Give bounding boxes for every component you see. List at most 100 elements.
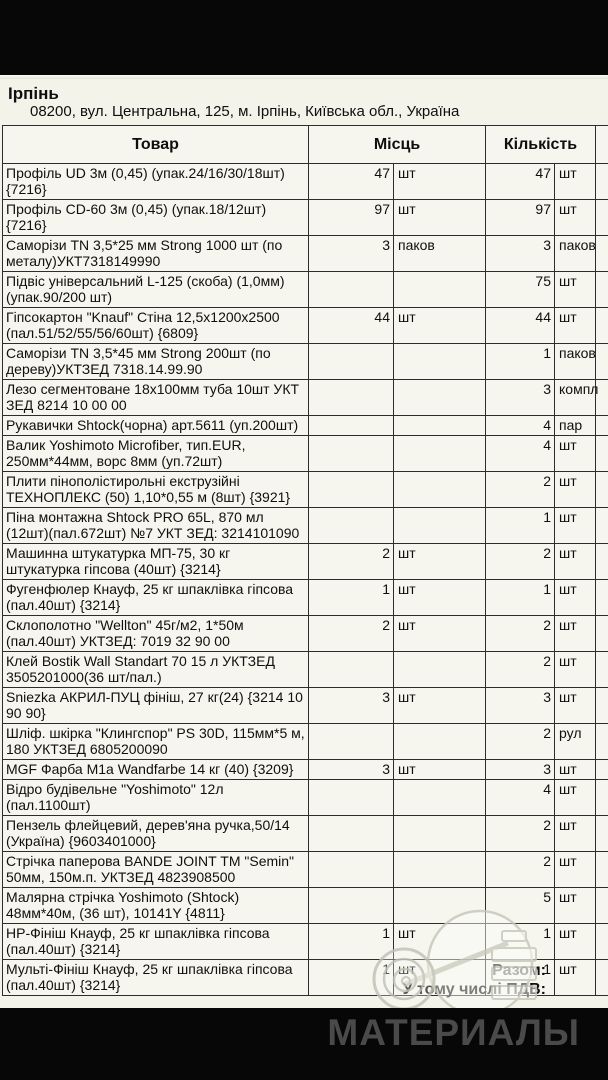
cutoff-cell — [595, 343, 608, 380]
places-unit — [393, 851, 486, 888]
quantity-value: 3 — [485, 235, 555, 272]
quantity-value: 1 — [485, 343, 555, 380]
places-unit — [393, 779, 486, 816]
quantity-value: 3 — [485, 379, 555, 416]
cutoff-cell — [595, 723, 608, 760]
places-value — [308, 471, 394, 508]
cutoff-cell — [595, 651, 608, 688]
quantity-unit: шт — [553, 163, 597, 200]
quantity-value: 2 — [485, 651, 555, 688]
quantity-value: 3 — [485, 759, 555, 780]
quantity-value: 2 — [485, 471, 555, 508]
table-row: Стрічка паперова BANDE JOINT ТМ "Semin" … — [2, 851, 608, 888]
places-unit: шт — [393, 687, 486, 724]
quantity-unit: паков — [553, 343, 597, 380]
quantity-unit: шт — [553, 923, 597, 960]
places-value — [308, 507, 394, 544]
places-value — [308, 851, 394, 888]
goods-table: Товар Місць Кількість Профіль UD 3м (0,4… — [2, 125, 608, 996]
places-unit: шт — [393, 923, 486, 960]
places-value — [308, 779, 394, 816]
document-city: Ірпінь — [8, 84, 59, 103]
product-name: Профіль UD 3м (0,45) (упак.24/16/30/18шт… — [2, 163, 309, 200]
quantity-value: 1 — [485, 923, 555, 960]
quantity-value: 4 — [485, 435, 555, 472]
quantity-value: 4 — [485, 415, 555, 436]
places-unit — [393, 887, 486, 924]
quantity-value: 2 — [485, 615, 555, 652]
cutoff-cell — [595, 435, 608, 472]
table-row: Саморізи TN 3,5*45 мм Strong 200шт (по д… — [2, 343, 608, 380]
document-address: 08200, вул. Центральна, 125, м. Ірпінь, … — [30, 103, 460, 120]
quantity-unit: шт — [553, 471, 597, 508]
places-value — [308, 815, 394, 852]
places-value: 1 — [308, 923, 394, 960]
quantity-value: 1 — [485, 579, 555, 616]
places-value: 1 — [308, 579, 394, 616]
places-unit: шт — [393, 543, 486, 580]
column-header-places: Місць — [308, 125, 486, 164]
places-value: 44 — [308, 307, 394, 344]
places-unit: шт — [393, 199, 486, 236]
quantity-unit: шт — [553, 887, 597, 924]
places-value: 3 — [308, 687, 394, 724]
places-unit — [393, 507, 486, 544]
table-row: Фугенфюлер Кнауф, 25 кг шпаклівка гіпсов… — [2, 579, 608, 616]
quantity-unit: компл — [553, 379, 598, 416]
bottom-letterbox-bar: МАТЕРИАЛЫ — [0, 1008, 608, 1080]
cutoff-cell — [595, 615, 608, 652]
column-header-cutoff — [595, 125, 608, 164]
places-unit — [393, 815, 486, 852]
places-value — [308, 435, 394, 472]
goods-table-container: Товар Місць Кількість Профіль UD 3м (0,4… — [0, 125, 608, 996]
product-name: Відро будівельне "Yoshimoto" 12л (пал.11… — [2, 779, 309, 816]
cutoff-cell — [595, 543, 608, 580]
table-row: Sniezka АКРИЛ-ПУЦ фініш, 27 кг(24) {3214… — [2, 687, 608, 724]
product-name: MGF Фарба М1а Wandfarbe 14 кг (40) {3209… — [2, 759, 309, 780]
totals-block: Разом: У тому числі ПДВ: — [0, 961, 546, 999]
product-name: Клей Bostik Wall Standart 70 15 л УКТЗЕД… — [2, 651, 309, 688]
places-unit — [393, 415, 486, 436]
cutoff-cell — [595, 851, 608, 888]
places-unit — [393, 271, 486, 308]
quantity-value: 75 — [485, 271, 555, 308]
places-value — [308, 379, 394, 416]
quantity-unit: рул — [553, 723, 597, 760]
product-name: Профіль CD-60 3м (0,45) (упак.18/12шт) {… — [2, 199, 309, 236]
places-unit — [393, 723, 486, 760]
places-value: 2 — [308, 615, 394, 652]
quantity-unit: шт — [553, 959, 597, 996]
quantity-unit: шт — [553, 779, 597, 816]
quantity-value: 47 — [485, 163, 555, 200]
quantity-unit: шт — [553, 687, 597, 724]
table-row: Валик Yoshimoto Microfiber, тип.EUR, 250… — [2, 435, 608, 472]
header-row: Товар Місць Кількість — [2, 125, 608, 164]
cutoff-cell — [595, 687, 608, 724]
places-value: 3 — [308, 759, 394, 780]
column-header-quantity: Кількість — [484, 125, 597, 164]
quantity-unit: шт — [553, 199, 597, 236]
product-name: Склополотно "Wellton" 45г/м2, 1*50м (пал… — [2, 615, 309, 652]
product-name: Фугенфюлер Кнауф, 25 кг шпаклівка гіпсов… — [2, 579, 309, 616]
quantity-value: 2 — [485, 815, 555, 852]
cutoff-cell — [595, 307, 608, 344]
places-unit: шт — [393, 163, 486, 200]
document-page: Ірпінь 08200, вул. Центральна, 125, м. І… — [0, 79, 608, 1008]
product-name: Мульті-Фініш Кнауф, 25 кг шпаклівка гіпс… — [2, 959, 309, 996]
quantity-value: 97 — [485, 199, 555, 236]
quantity-value: 2 — [485, 543, 555, 580]
table-row: Лезо сегментоване 18х100мм туба 10шт УКТ… — [2, 379, 608, 416]
cutoff-cell — [595, 887, 608, 924]
quantity-unit: паков — [553, 235, 597, 272]
cutoff-cell — [595, 815, 608, 852]
product-name: Підвіс універсальний L-125 (скоба) (1,0м… — [2, 271, 309, 308]
places-unit: шт — [393, 759, 486, 780]
table-row: НР-Фініш Кнауф, 25 кг шпаклівка гіпсова … — [2, 923, 608, 960]
places-unit — [393, 379, 486, 416]
quantity-unit: шт — [553, 815, 597, 852]
product-name: Саморізи TN 3,5*45 мм Strong 200шт (по д… — [2, 343, 309, 380]
quantity-unit: шт — [553, 759, 597, 780]
quantity-value: 44 — [485, 307, 555, 344]
product-name: НР-Фініш Кнауф, 25 кг шпаклівка гіпсова … — [2, 923, 309, 960]
quantity-unit: шт — [553, 579, 597, 616]
